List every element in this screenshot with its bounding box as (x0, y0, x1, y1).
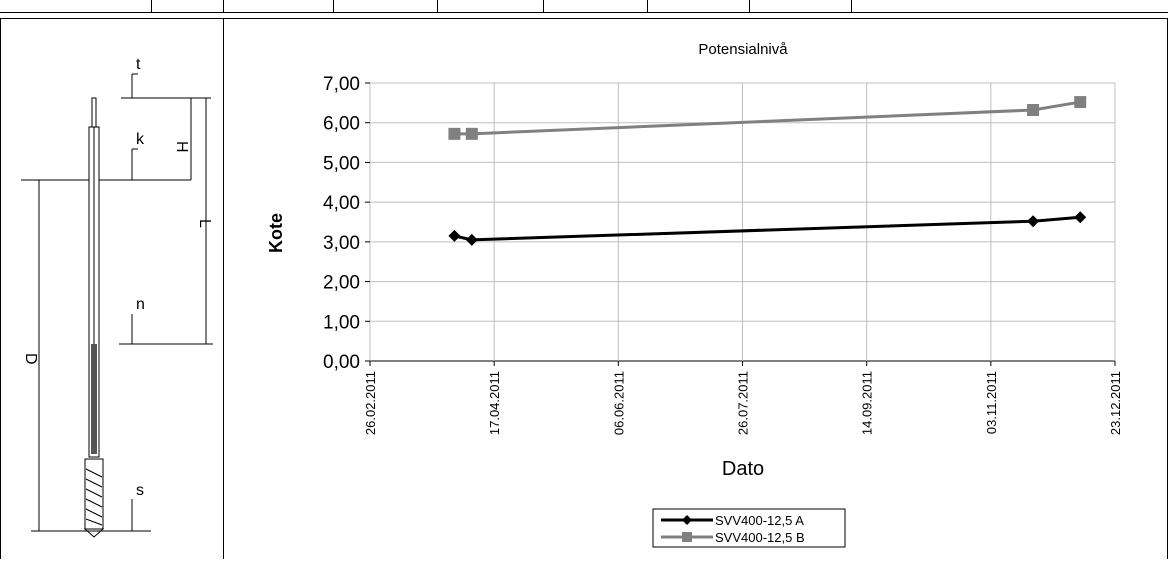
table-cell (224, 0, 334, 12)
data-point (465, 233, 478, 246)
y-axis-label: Kote (266, 213, 286, 253)
well-diagram-panel: t H k L n D s (0, 18, 224, 559)
label-s: s (136, 482, 144, 499)
legend-marker (682, 532, 692, 542)
data-point (1074, 211, 1087, 224)
row-divider (0, 12, 1168, 13)
x-axis-ticks: 26.02.2011 17.04.2011 06.06.2011 26.07.2011… (363, 361, 1123, 435)
tip-point (83, 528, 105, 538)
label-k: k (136, 131, 145, 148)
table-cell (750, 0, 852, 12)
y-tick-label: 5,00 (323, 153, 360, 174)
pipe-riser (91, 97, 97, 129)
chart-title: Potensialnivå (698, 41, 788, 58)
table-cell (648, 0, 750, 12)
x-tick-label: 03.11.2011 (984, 371, 999, 434)
legend: SVV400-12,5 A SVV400-12,5 B (652, 508, 846, 548)
x-tick-label: 26.02.2011 (363, 371, 378, 435)
potential-chart: Potensialnivå 0,00 1,00 2,00 3,00 4,00 5,00 6,… (266, 41, 1123, 548)
x-axis-label: Dato (722, 458, 764, 480)
data-point (465, 127, 478, 140)
label-d: D (22, 353, 39, 365)
label-h: H (173, 141, 190, 153)
label-t: t (136, 56, 141, 73)
y-tick-label: 3,00 (323, 233, 360, 254)
table-cell (334, 0, 438, 12)
table-cell (438, 0, 544, 12)
data-point (1027, 104, 1040, 117)
x-tick-label: 06.06.2011 (611, 371, 626, 435)
table-cell (152, 0, 224, 12)
legend-label: SVV400-12,5 B (715, 530, 805, 545)
y-tick-label: 1,00 (323, 312, 360, 333)
table-header-strip (0, 0, 1168, 12)
y-axis-ticks: 0,00 1,00 2,00 3,00 4,00 5,00 6,00 7,00 (323, 74, 370, 373)
series-line-a (454, 215, 1081, 242)
data-point (1027, 215, 1040, 228)
legend-marker (682, 515, 692, 525)
filter-section (91, 344, 97, 454)
label-n: n (136, 296, 145, 313)
series-line-b (454, 100, 1081, 136)
table-cell (544, 0, 648, 12)
y-tick-label: 2,00 (323, 273, 360, 294)
x-tick-label: 26.07.2011 (736, 371, 751, 435)
legend-label: SVV400-12,5 A (715, 513, 804, 528)
well-diagram: t H k L n D s (21, 56, 213, 538)
y-tick-label: 6,00 (323, 114, 360, 135)
tip-hatch (85, 468, 103, 526)
data-point (1074, 96, 1087, 109)
series-layer (448, 96, 1087, 246)
y-tick-label: 4,00 (323, 193, 360, 214)
y-tick-label: 0,00 (323, 352, 360, 373)
label-l: L (196, 219, 213, 228)
y-tick-label: 7,00 (323, 74, 360, 95)
x-tick-label: 14.09.2011 (860, 371, 875, 435)
data-point (448, 127, 461, 140)
x-tick-label: 17.04.2011 (487, 371, 502, 435)
data-point (448, 229, 461, 242)
table-cell (0, 0, 152, 12)
chart-panel: Potensialnivå 0,00 1,00 2,00 3,00 4,00 5,00 6,… (224, 18, 1168, 559)
x-tick-label: 23.12.2011 (1108, 371, 1123, 435)
